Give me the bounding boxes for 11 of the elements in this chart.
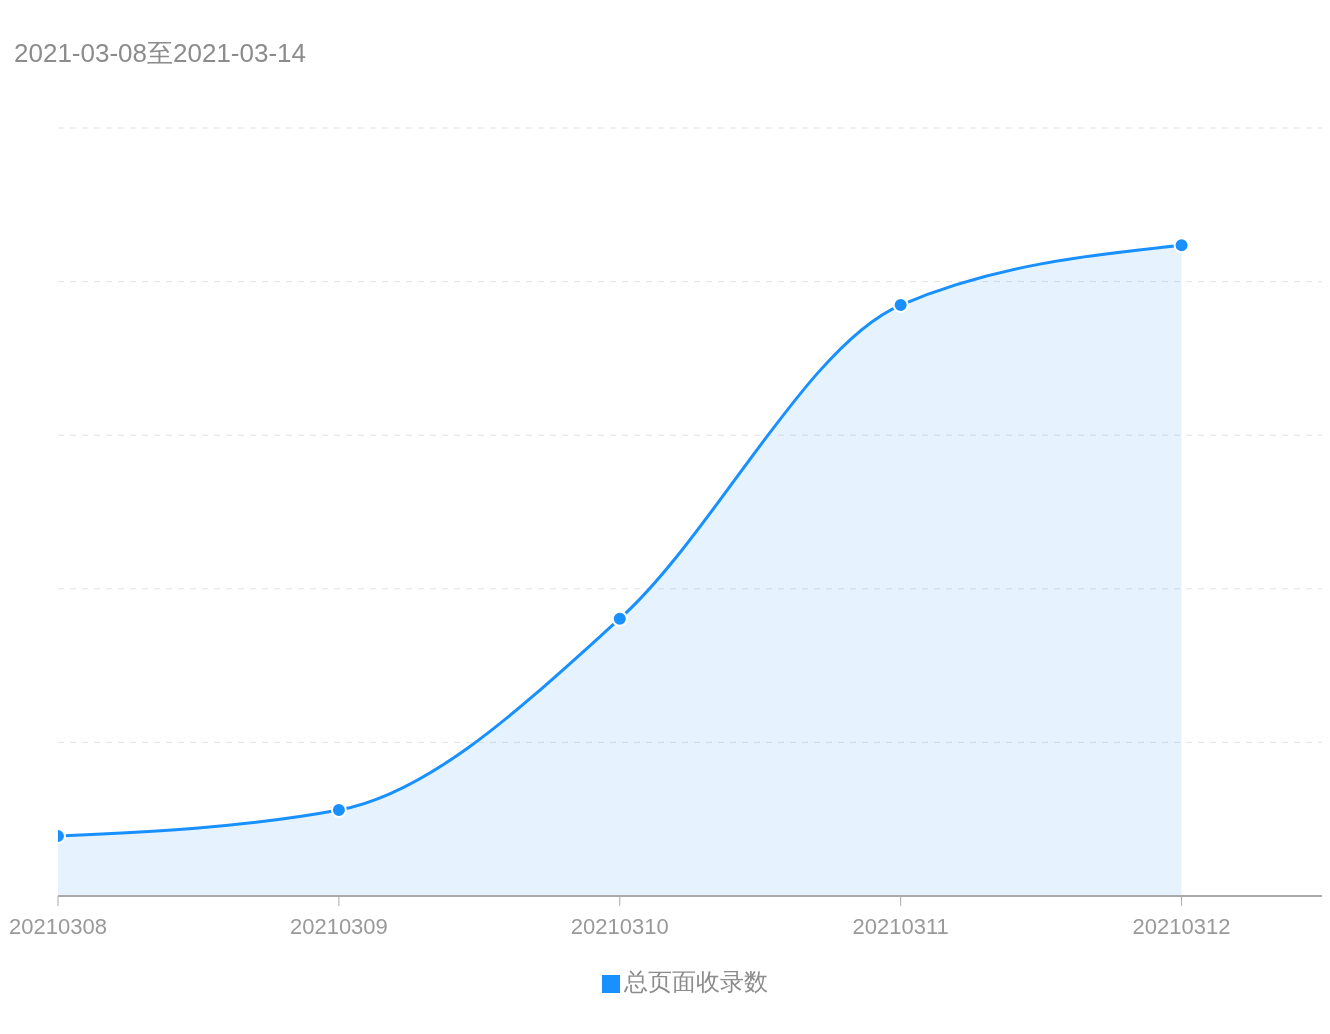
legend-label: 总页面收录数 <box>624 968 768 995</box>
point <box>611 610 628 627</box>
point <box>330 802 347 819</box>
point <box>892 297 909 314</box>
x-tick-label: 20210311 <box>852 913 949 939</box>
x-tick-label: 20210308 <box>9 913 107 939</box>
point <box>1173 237 1190 254</box>
x-tick-label: 20210310 <box>570 913 669 939</box>
chart-title: 2021-03-08至2021-03-14 <box>14 37 306 70</box>
x-tick-label: 20210312 <box>1132 913 1231 939</box>
x-tick-label: 20210309 <box>289 913 388 939</box>
